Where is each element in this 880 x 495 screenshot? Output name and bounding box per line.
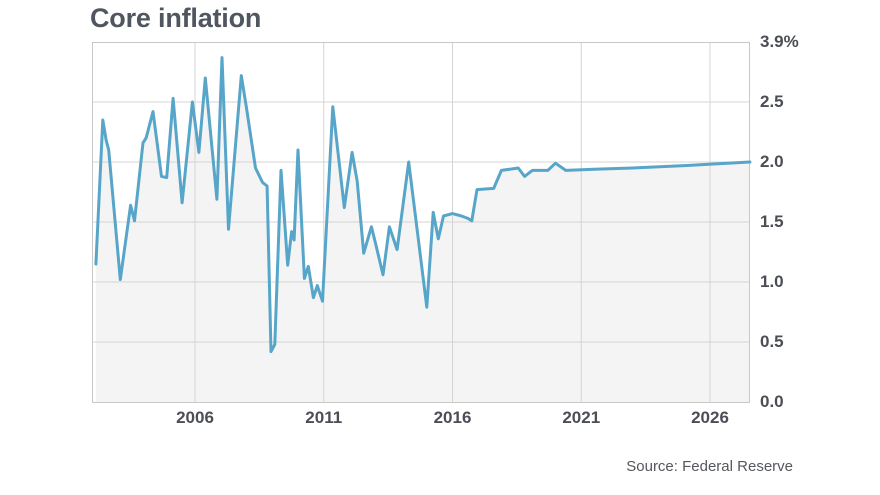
area-fill <box>95 57 750 402</box>
x-axis-label: 2011 <box>305 408 343 427</box>
inflation-line <box>94 56 752 354</box>
y-axis-label: 3.9% <box>760 32 799 51</box>
x-axis-label: 2006 <box>176 408 214 427</box>
horizontal-gridlines <box>92 101 750 343</box>
y-axis-label: 2.0 <box>760 152 784 171</box>
x-axis-label: 2026 <box>691 408 729 427</box>
y-axis-label: 1.0 <box>760 272 784 291</box>
chart-title: Core inflation <box>90 3 262 33</box>
y-axis-label: 0.5 <box>760 332 784 351</box>
x-axis-label: 2021 <box>562 408 601 427</box>
y-axis-label: 2.5 <box>760 92 784 111</box>
plot-area-border <box>92 42 750 403</box>
x-axis-label: 2016 <box>433 408 472 427</box>
y-axis-label: 0.0 <box>760 392 784 411</box>
source-attribution: Source: Federal Reserve <box>626 458 793 475</box>
y-axis-label: 1.5 <box>760 212 784 231</box>
vertical-gridlines <box>194 42 711 402</box>
